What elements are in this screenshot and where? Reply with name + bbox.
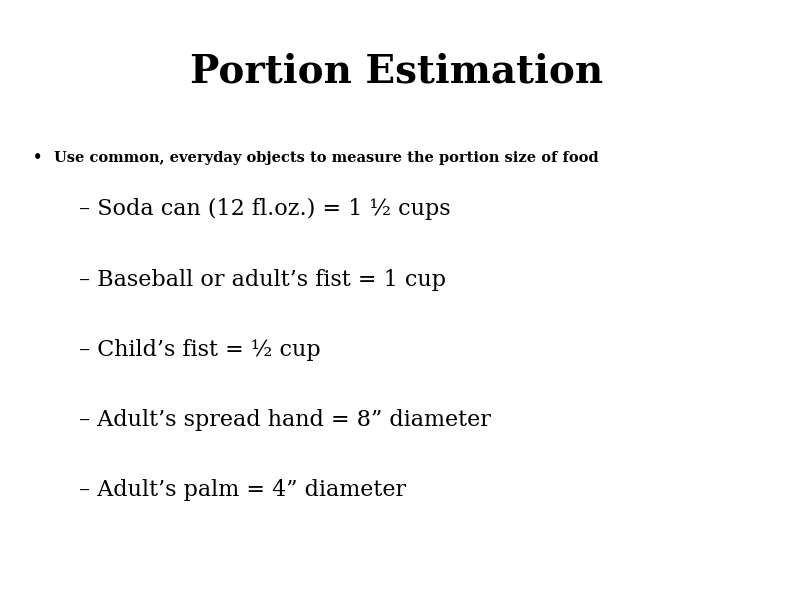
Text: Portion Estimation: Portion Estimation [191, 52, 603, 90]
Text: – Adult’s spread hand = 8” diameter: – Adult’s spread hand = 8” diameter [79, 409, 491, 431]
Text: – Child’s fist = ½ cup: – Child’s fist = ½ cup [79, 339, 321, 361]
Text: – Baseball or adult’s fist = 1 cup: – Baseball or adult’s fist = 1 cup [79, 269, 446, 290]
Text: – Adult’s palm = 4” diameter: – Adult’s palm = 4” diameter [79, 480, 407, 501]
Text: •: • [33, 150, 43, 165]
Text: Use common, everyday objects to measure the portion size of food: Use common, everyday objects to measure … [54, 151, 599, 165]
Text: – Soda can (12 fl.oz.) = 1 ½ cups: – Soda can (12 fl.oz.) = 1 ½ cups [79, 198, 451, 221]
